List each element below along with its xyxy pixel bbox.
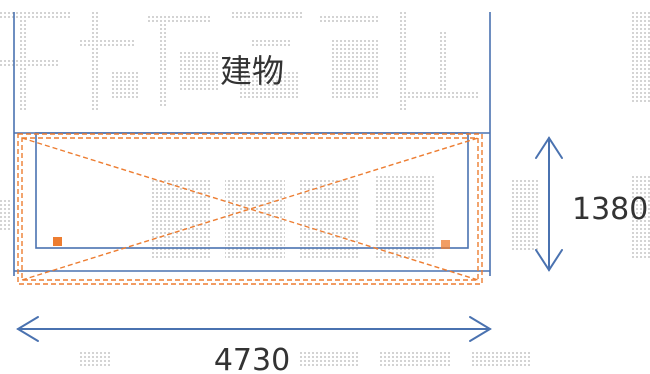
building-label: 建物 [220,52,284,90]
footprint-inner-rect [21,137,479,281]
width-dimension-arrow [16,316,492,342]
background-watermark [0,12,650,368]
marker-left [53,237,62,246]
width-dimension-label: 4730 [214,343,290,374]
equipment-footprint [17,133,483,285]
inner-room-outline [35,132,469,249]
height-dimension-arrow [535,136,563,272]
building-outline [13,12,491,276]
footprint-outer-rect [17,133,483,285]
marker-right [441,240,450,249]
height-dimension-label: 1380 [572,192,648,227]
